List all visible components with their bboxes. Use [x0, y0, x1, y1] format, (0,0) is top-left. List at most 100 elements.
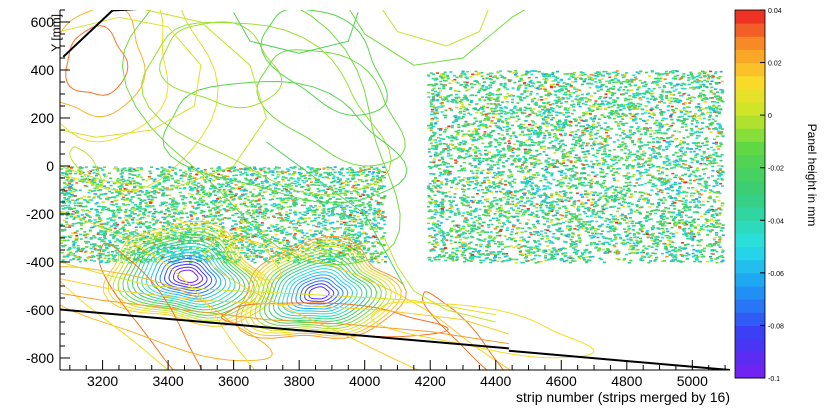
scatter-point: [189, 256, 193, 258]
scatter-point: [350, 169, 354, 171]
scatter-point: [184, 204, 187, 207]
scatter-point: [289, 222, 293, 224]
scatter-point: [336, 176, 340, 179]
scatter-point: [344, 227, 348, 229]
scatter-point: [139, 206, 143, 208]
scatter-point: [228, 190, 232, 193]
scatter-point: [150, 191, 154, 193]
scatter-point: [461, 188, 464, 191]
scatter-point: [131, 174, 135, 176]
scatter-point: [115, 194, 119, 197]
scatter-point: [161, 185, 165, 188]
scatter-point: [171, 261, 175, 264]
scatter-point: [369, 228, 373, 230]
scatter-point: [211, 219, 215, 222]
scatter-point: [196, 260, 200, 262]
scatter-point: [261, 235, 265, 238]
scatter-point: [70, 167, 73, 169]
scatter-point: [118, 206, 122, 208]
scatter-point: [201, 225, 205, 228]
scatter-point: [214, 201, 217, 203]
scatter-point: [380, 237, 384, 239]
scatter-point: [218, 209, 222, 211]
scatter-point: [298, 168, 302, 171]
scatter-point: [73, 195, 77, 197]
scatter-point: [203, 179, 207, 181]
scatter-point: [76, 214, 80, 217]
scatter-point: [288, 197, 292, 199]
scatter-point: [75, 198, 79, 201]
scatter-point: [170, 256, 174, 258]
scatter-point: [217, 173, 220, 176]
scatter-point: [105, 223, 109, 225]
scatter-point: [60, 239, 64, 242]
scatter-point: [348, 214, 352, 216]
scatter-point: [175, 187, 178, 189]
scatter-point: [300, 186, 304, 188]
scatter-point: [171, 197, 175, 199]
scatter-point: [75, 239, 78, 241]
scatter-point: [283, 244, 286, 247]
scatter-point: [671, 172, 675, 175]
scatter-point: [69, 193, 73, 196]
scatter-point: [112, 256, 116, 258]
scatter-point: [65, 173, 68, 175]
scatter-point: [210, 227, 213, 229]
scatter-point: [123, 187, 127, 190]
scatter-point: [119, 209, 123, 211]
scatter-point: [219, 200, 223, 202]
scatter-point: [67, 182, 71, 185]
scatter-point: [476, 133, 480, 136]
scatter-point: [170, 226, 174, 228]
scatter-point: [132, 235, 136, 237]
scatter-point: [330, 173, 334, 176]
scatter-point: [371, 177, 375, 180]
scatter-point: [139, 222, 142, 224]
scatter-point: [331, 221, 335, 224]
scatter-point: [340, 212, 344, 215]
scatter-point: [141, 223, 145, 226]
scatter-point: [449, 87, 453, 89]
scatter-point: [320, 209, 324, 211]
scatter-point: [126, 238, 130, 241]
scatter-point: [100, 260, 104, 262]
scatter-point: [339, 188, 343, 191]
scatter-point: [243, 218, 247, 221]
scatter-point: [280, 198, 284, 201]
scatter-point: [365, 174, 369, 176]
scatter-point: [311, 168, 315, 170]
scatter-point: [202, 230, 206, 232]
scatter-point: [158, 240, 162, 242]
scatter-point: [347, 217, 351, 219]
scatter-point: [313, 233, 317, 235]
scatter-point: [349, 211, 353, 214]
scatter-point: [442, 149, 446, 152]
scatter-point: [189, 213, 193, 216]
scatter-point: [95, 254, 99, 257]
scatter-point: [76, 244, 80, 247]
scatter-point: [267, 171, 271, 174]
scatter-point: [104, 175, 108, 177]
scatter-point: [585, 248, 589, 251]
scatter-point: [155, 233, 159, 235]
scatter-point: [120, 198, 124, 200]
scatter-point: [243, 201, 247, 203]
scatter-point: [360, 257, 364, 260]
scatter-point: [155, 220, 158, 222]
scatter-point: [225, 243, 228, 246]
scatter-point: [350, 230, 354, 233]
scatter-point: [103, 174, 107, 177]
scatter-point: [103, 234, 106, 237]
scatter-point: [92, 166, 96, 168]
scatter-point: [265, 181, 269, 184]
scatter-point: [153, 191, 157, 193]
scatter-point: [268, 240, 272, 243]
scatter-point: [554, 146, 558, 149]
scatter-point: [106, 221, 110, 224]
scatter-point: [143, 230, 147, 233]
scatter-point: [248, 248, 252, 251]
scatter-point: [174, 181, 178, 183]
scatter-point: [364, 168, 368, 171]
scatter-point: [257, 183, 261, 185]
scatter-point: [327, 261, 331, 263]
